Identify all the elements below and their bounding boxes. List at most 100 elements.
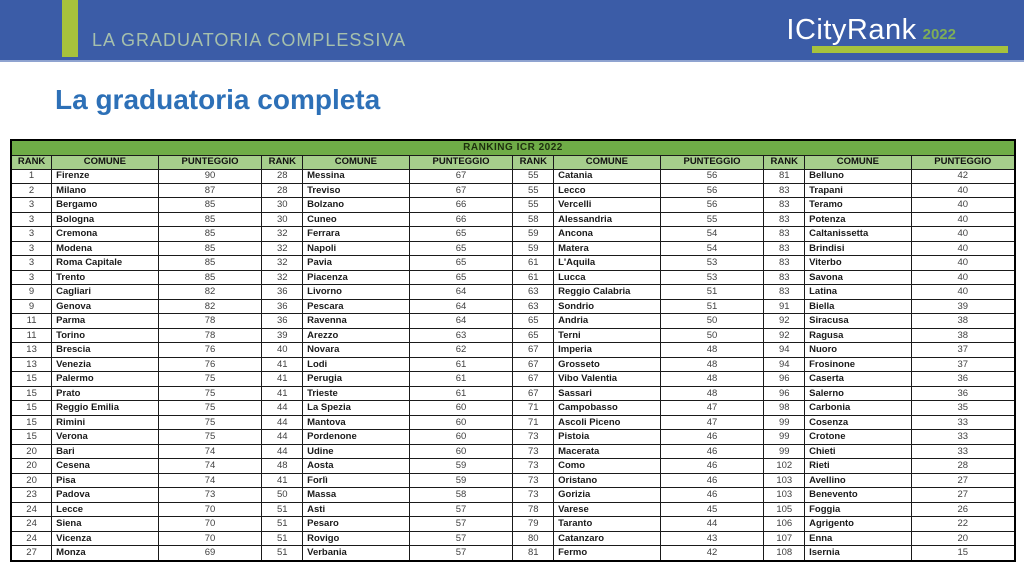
score-cell: 40 bbox=[910, 211, 1016, 228]
rank-cell: 99 bbox=[763, 429, 806, 445]
rank-cell: 44 bbox=[261, 429, 304, 445]
table-header-row: RANK COMUNE PUNTEGGIO RANK COMUNE PUNTEGGIO RA… bbox=[10, 154, 1016, 170]
rank-cell: 9 bbox=[10, 284, 53, 300]
score-cell: 46 bbox=[659, 429, 765, 445]
comune-cell: La Spezia bbox=[302, 400, 410, 416]
column-header: COMUNE bbox=[804, 154, 912, 170]
score-cell: 54 bbox=[659, 226, 765, 242]
score-cell: 64 bbox=[408, 298, 514, 315]
rank-cell: 65 bbox=[512, 313, 555, 329]
rank-cell: 61 bbox=[512, 255, 555, 271]
rank-cell: 20 bbox=[10, 458, 53, 474]
comune-cell: Reggio Emilia bbox=[51, 400, 159, 416]
table-row: 3 Bologna 85 30 Cuneo 66 58 Alessandria 55 83 Pote… bbox=[10, 211, 1016, 228]
table-row: 20 Pisa 74 41 Forlì 59 73 Oristano 46 103 Avellino… bbox=[10, 472, 1016, 489]
comune-cell: L'Aquila bbox=[553, 255, 661, 271]
score-cell: 70 bbox=[157, 530, 263, 547]
icityrank-logo: ICityRank 2022 bbox=[786, 14, 956, 47]
score-cell: 74 bbox=[157, 472, 263, 489]
comune-cell: Terni bbox=[553, 327, 661, 344]
score-cell: 28 bbox=[910, 458, 1016, 474]
rank-cell: 102 bbox=[763, 458, 806, 474]
comune-cell: Pistoia bbox=[553, 429, 661, 445]
score-cell: 75 bbox=[157, 429, 263, 445]
rank-cell: 13 bbox=[10, 342, 53, 358]
score-cell: 47 bbox=[659, 400, 765, 416]
rank-cell: 107 bbox=[763, 530, 806, 547]
rank-cell: 36 bbox=[261, 298, 304, 315]
comune-cell: Sondrio bbox=[553, 298, 661, 315]
rank-cell: 28 bbox=[261, 182, 304, 199]
comune-cell: Asti bbox=[302, 501, 410, 518]
logo-underline-bar bbox=[812, 46, 1008, 53]
score-cell: 40 bbox=[910, 240, 1016, 257]
score-cell: 73 bbox=[157, 487, 263, 503]
score-cell: 56 bbox=[659, 182, 765, 199]
score-cell: 51 bbox=[659, 298, 765, 315]
table-row: 15 Verona 75 44 Pordenone 60 73 Pistoia 46 99 Crot… bbox=[10, 429, 1016, 445]
table-row: 3 Modena 85 32 Napoli 65 59 Matera 54 83 Brindisi 4… bbox=[10, 240, 1016, 257]
table-row: 15 Reggio Emilia 75 44 La Spezia 60 71 Campobas… bbox=[10, 400, 1016, 416]
score-cell: 50 bbox=[659, 327, 765, 344]
score-cell: 36 bbox=[910, 385, 1016, 402]
rank-cell: 3 bbox=[10, 211, 53, 228]
rank-cell: 3 bbox=[10, 197, 53, 213]
score-cell: 27 bbox=[910, 487, 1016, 503]
comune-cell: Vibo Valentia bbox=[553, 371, 661, 387]
comune-cell: Treviso bbox=[302, 182, 410, 199]
score-cell: 59 bbox=[408, 472, 514, 489]
score-cell: 36 bbox=[910, 371, 1016, 387]
score-cell: 82 bbox=[157, 298, 263, 315]
score-cell: 53 bbox=[659, 269, 765, 286]
score-cell: 48 bbox=[659, 342, 765, 358]
score-cell: 61 bbox=[408, 385, 514, 402]
comune-cell: Salerno bbox=[804, 385, 912, 402]
comune-cell: Savona bbox=[804, 269, 912, 286]
rank-cell: 11 bbox=[10, 327, 53, 344]
rank-cell: 51 bbox=[261, 516, 304, 532]
comune-cell: Biella bbox=[804, 298, 912, 315]
score-cell: 48 bbox=[659, 371, 765, 387]
rank-cell: 73 bbox=[512, 443, 555, 460]
rank-cell: 73 bbox=[512, 487, 555, 503]
rank-cell: 30 bbox=[261, 197, 304, 213]
comune-cell: Bergamo bbox=[51, 197, 159, 213]
table-row: 20 Cesena 74 48 Aosta 59 73 Como 46 102 Rieti 28 bbox=[10, 458, 1016, 474]
rank-cell: 15 bbox=[10, 414, 53, 431]
rank-cell: 83 bbox=[763, 284, 806, 300]
comune-cell: Venezia bbox=[51, 356, 159, 373]
comune-cell: Pesaro bbox=[302, 516, 410, 532]
score-cell: 61 bbox=[408, 356, 514, 373]
top-band: LA GRADUATORIA COMPLESSIVA ICityRank 2022 bbox=[0, 0, 1024, 62]
score-cell: 65 bbox=[408, 255, 514, 271]
comune-cell: Brescia bbox=[51, 342, 159, 358]
column-header: PUNTEGGIO bbox=[408, 154, 514, 170]
comune-cell: Parma bbox=[51, 313, 159, 329]
table-row: 15 Prato 75 41 Trieste 61 67 Sassari 48 96 Salerno… bbox=[10, 385, 1016, 402]
score-cell: 76 bbox=[157, 356, 263, 373]
comune-cell: Como bbox=[553, 458, 661, 474]
comune-cell: Ravenna bbox=[302, 313, 410, 329]
comune-cell: Padova bbox=[51, 487, 159, 503]
comune-cell: Cagliari bbox=[51, 284, 159, 300]
rank-cell: 44 bbox=[261, 414, 304, 431]
score-cell: 78 bbox=[157, 313, 263, 329]
rank-cell: 92 bbox=[763, 327, 806, 344]
comune-cell: Agrigento bbox=[804, 516, 912, 532]
score-cell: 57 bbox=[408, 516, 514, 532]
comune-cell: Cosenza bbox=[804, 414, 912, 431]
comune-cell: Viterbo bbox=[804, 255, 912, 271]
rank-cell: 27 bbox=[10, 545, 53, 562]
rank-cell: 67 bbox=[512, 385, 555, 402]
comune-cell: Ragusa bbox=[804, 327, 912, 344]
score-cell: 33 bbox=[910, 443, 1016, 460]
score-cell: 60 bbox=[408, 443, 514, 460]
score-cell: 63 bbox=[408, 327, 514, 344]
score-cell: 66 bbox=[408, 197, 514, 213]
score-cell: 40 bbox=[910, 226, 1016, 242]
score-cell: 70 bbox=[157, 501, 263, 518]
comune-cell: Teramo bbox=[804, 197, 912, 213]
score-cell: 33 bbox=[910, 414, 1016, 431]
score-cell: 60 bbox=[408, 414, 514, 431]
comune-cell: Cremona bbox=[51, 226, 159, 242]
